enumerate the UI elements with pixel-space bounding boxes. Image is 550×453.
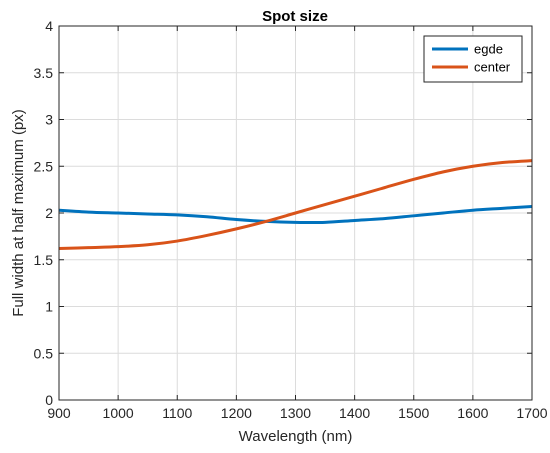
y-axis-label: Full width at half maximum (px): [10, 109, 27, 317]
legend: egde center: [423, 35, 523, 83]
x-tick-label: 1400: [339, 405, 370, 421]
x-tick-label: 900: [47, 405, 71, 421]
x-tick-label: 1700: [516, 405, 547, 421]
legend-label: center: [474, 60, 511, 75]
x-axis-label: Wavelength (nm): [239, 428, 353, 445]
y-tick-label: 1.5: [34, 252, 54, 268]
y-tick-label: 2: [45, 205, 53, 221]
x-tick-label: 1600: [457, 405, 488, 421]
series-line-center: [58, 159, 533, 251]
x-tick-label: 1500: [398, 405, 429, 421]
y-tick-label: 4: [45, 18, 53, 34]
x-tick-label: 1000: [103, 405, 134, 421]
y-tick-label: 0: [45, 392, 53, 408]
x-tick-label: 1200: [221, 405, 252, 421]
axis-ticks: 900 1000 1100 1200 1300 1400 1500 1600 1700 0 0.5 1…: [34, 18, 548, 421]
legend-label: egde: [474, 42, 503, 57]
series-layer: [58, 159, 533, 251]
y-tick-label: 1: [45, 299, 53, 315]
y-tick-label: 3.5: [34, 65, 54, 81]
series-line-egde: [58, 204, 533, 225]
y-tick-label: 3: [45, 112, 53, 128]
y-tick-label: 2.5: [34, 158, 54, 174]
y-tick-label: 0.5: [34, 345, 54, 361]
x-tick-label: 1300: [280, 405, 311, 421]
legend-box: [423, 35, 523, 83]
x-tick-label: 1100: [162, 405, 192, 421]
chart-title: Spot size: [262, 8, 328, 25]
